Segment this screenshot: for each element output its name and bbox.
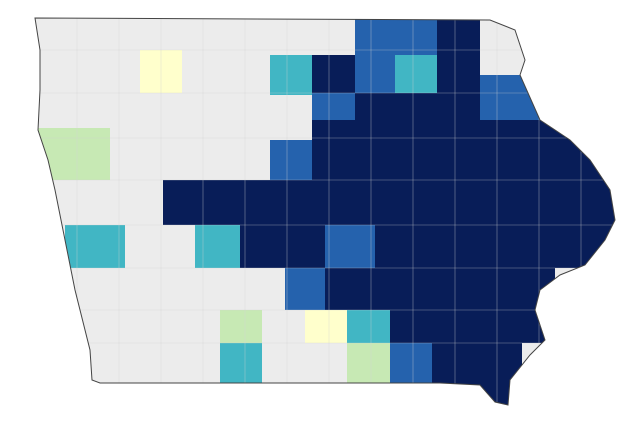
county-region [355,55,395,95]
county-region [285,268,325,310]
county-region [325,225,375,268]
county-region [270,55,312,95]
county-region [355,18,395,55]
county-region [312,55,355,95]
county-region [347,310,390,343]
county-region [437,18,480,95]
county-region [325,268,555,310]
county-region [312,120,612,182]
county-region [375,225,615,268]
county-region [305,310,347,343]
county-region [395,55,437,95]
county-region [395,18,437,55]
county-region [390,343,432,385]
state-outline [34,17,616,406]
county-region [347,343,390,385]
county-region [390,310,550,343]
county-region [220,310,262,343]
county-region [35,128,110,180]
county-region [240,225,325,268]
county-region [65,225,125,268]
county-region [270,140,312,180]
county-region [195,225,240,268]
county-region [220,343,262,385]
county-region [163,180,615,225]
